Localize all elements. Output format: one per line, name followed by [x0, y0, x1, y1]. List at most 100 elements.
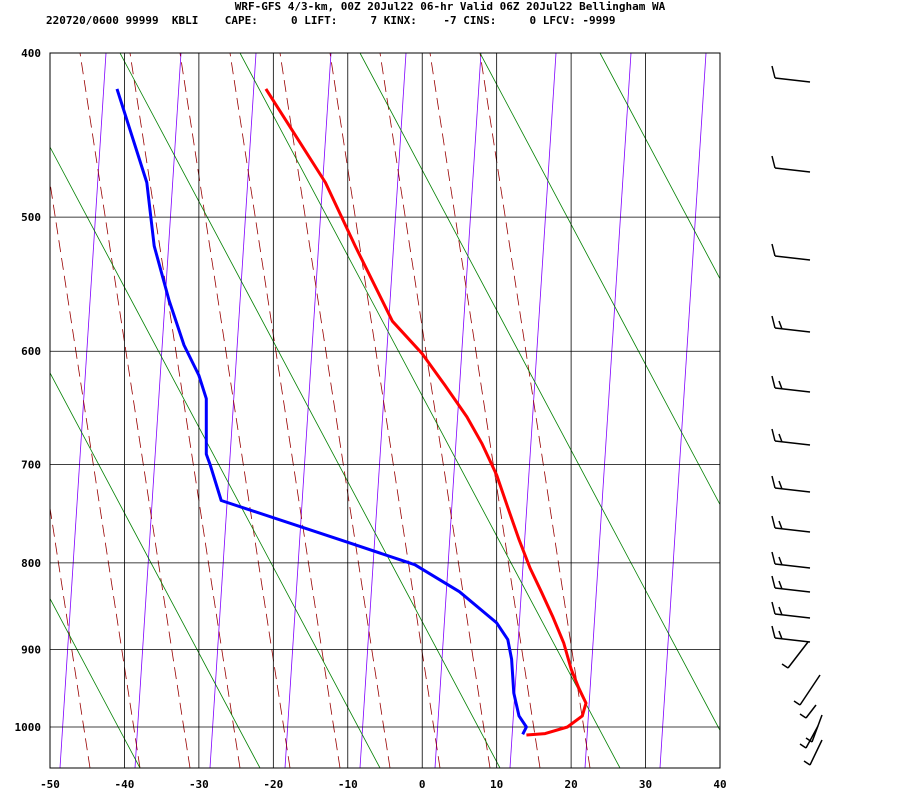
mixing-ratio-line	[359, 53, 407, 768]
wind-barb-flag	[803, 760, 811, 766]
wind-barb	[771, 551, 811, 569]
wind-barb	[799, 725, 819, 749]
moist-adiabat-line	[0, 53, 40, 768]
mixing-ratio-line	[509, 53, 557, 768]
dry-adiabat-line	[239, 53, 621, 768]
moist-adiabat-line	[479, 53, 591, 768]
dry-adiabat-line	[50, 146, 381, 768]
wind-barb-shaft	[774, 487, 811, 493]
wind-barb-flag	[771, 625, 776, 639]
tick-labels: -50 -40 -30 -20 -10 0 10 20 30 40 400 500 600 700 800 9…	[15, 47, 727, 791]
wind-barb-flag	[771, 515, 776, 529]
dewpoint-trace	[115, 88, 528, 735]
dry-adiabat-line	[119, 53, 501, 768]
wind-barb	[771, 155, 811, 173]
wind-barb-flag	[771, 315, 776, 329]
moist-adiabat-line	[429, 53, 541, 768]
wind-barb-shaft	[774, 613, 811, 619]
wind-barb-shaft	[774, 563, 811, 569]
chart-header-indices: 220720/0600 99999 KBLI CAPE: 0 LIFT: 7 K…	[46, 14, 616, 27]
dry-adiabat-line	[0, 53, 20, 768]
mixing-ratio-line	[0, 53, 31, 768]
wind-barb	[771, 575, 811, 593]
wind-barb	[771, 625, 811, 643]
mixing-ratio-line	[659, 53, 707, 768]
mixing-ratio-line	[209, 53, 257, 768]
wind-barb	[771, 428, 811, 446]
wind-barb-shaft	[774, 587, 811, 593]
moist-adiabat-line	[229, 53, 341, 768]
wind-barb-shaft	[805, 704, 817, 719]
background-adiabats	[0, 53, 900, 768]
wind-barb-flag	[799, 713, 807, 719]
wind-barb-shaft	[774, 527, 811, 533]
wind-barb-flag	[799, 743, 807, 749]
wind-barb	[793, 674, 821, 706]
mixing-ratio-line	[284, 53, 332, 768]
wind-barb-flag	[771, 551, 776, 565]
wind-barb-flag	[771, 243, 776, 257]
y-tick-label: 600	[21, 345, 41, 358]
wind-barb	[803, 739, 823, 766]
wind-barb	[781, 641, 809, 669]
x-tick-label: 10	[490, 778, 503, 791]
wind-barb-shaft	[774, 440, 811, 446]
wind-barb-flag	[778, 380, 783, 390]
wind-barb	[805, 714, 823, 743]
wind-barb-shaft	[805, 725, 819, 749]
wind-barb-shaft	[774, 77, 811, 83]
wind-barb-shaft	[774, 255, 811, 261]
mixing-ratio-line	[434, 53, 482, 768]
wind-barb-flag	[781, 663, 789, 669]
y-tick-label: 900	[21, 643, 41, 656]
x-tick-label: -10	[338, 778, 358, 791]
wind-barbs	[771, 65, 823, 766]
wind-barb	[771, 315, 811, 333]
wind-barb-shaft	[774, 167, 811, 173]
wind-barb	[771, 243, 811, 261]
wind-barb-flag	[771, 155, 776, 169]
wind-barb-flag	[778, 520, 783, 530]
x-tick-label: -40	[115, 778, 135, 791]
wind-barb-shaft	[809, 739, 823, 766]
mixing-ratio-line	[885, 53, 900, 768]
temperature-trace	[264, 88, 588, 737]
dry-adiabat-line	[840, 53, 900, 768]
wind-barb	[771, 65, 811, 83]
mixing-ratio-line	[810, 53, 856, 768]
wind-barb-flag	[778, 556, 783, 566]
y-tick-label: 800	[21, 557, 41, 570]
moist-adiabat-line	[379, 53, 491, 768]
wind-barb-flag	[793, 700, 801, 706]
dry-adiabat-line	[719, 53, 720, 54]
wind-barb	[771, 515, 811, 533]
wind-barb-flag	[778, 630, 783, 640]
wind-barb-shaft	[774, 387, 811, 393]
moist-adiabat-line	[50, 180, 141, 768]
wind-barb-flag	[771, 601, 776, 615]
dry-adiabat-line	[599, 53, 720, 280]
x-tick-label: -50	[40, 778, 60, 791]
wind-barb-flag	[771, 575, 776, 589]
chart-header-title: WRF-GFS 4/3-km, 00Z 20Jul22 06-hr Valid …	[234, 0, 666, 13]
dry-adiabat-line	[50, 597, 141, 768]
wind-barb-shaft	[774, 327, 811, 333]
wind-barb-flag	[805, 737, 813, 743]
wind-barb	[771, 601, 811, 619]
moist-adiabat-line	[329, 53, 441, 768]
wind-barb-flag	[778, 606, 783, 616]
moist-adiabat-line	[279, 53, 391, 768]
wind-barb-flag	[771, 475, 776, 489]
y-tick-label: 700	[21, 459, 41, 472]
wind-barb-flag	[778, 320, 783, 330]
x-tick-label: 0	[419, 778, 426, 791]
plot-frame	[49, 52, 721, 769]
mixing-ratio-line	[584, 53, 632, 768]
dry-adiabat-line	[479, 53, 720, 506]
wind-barb-flag	[771, 65, 776, 79]
wind-barb-shaft	[799, 674, 821, 706]
dry-adiabat-line	[50, 372, 261, 768]
y-tick-label: 400	[21, 47, 41, 60]
moist-adiabat-line	[79, 53, 191, 768]
